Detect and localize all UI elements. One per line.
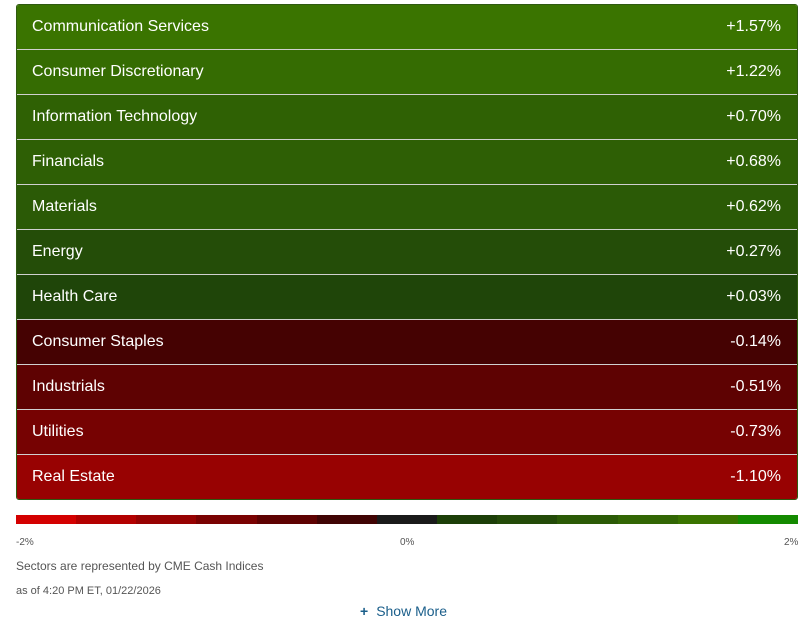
sector-name: Consumer Staples — [32, 333, 164, 350]
scale-mid-label: 0% — [400, 537, 415, 548]
scale-segment — [196, 515, 257, 524]
sector-name: Financials — [32, 153, 105, 170]
sector-row[interactable]: Communication Services +1.57% — [17, 5, 797, 50]
sector-change: +0.68% — [726, 153, 781, 170]
sector-name: Consumer Discretionary — [32, 63, 204, 80]
sector-change: -0.51% — [730, 378, 781, 395]
show-more-link[interactable]: + Show More — [360, 603, 447, 619]
sector-change: +0.27% — [726, 243, 781, 260]
sector-row[interactable]: Utilities -0.73% — [17, 410, 797, 455]
sector-change: +0.03% — [726, 288, 781, 305]
sector-name: Energy — [32, 243, 83, 260]
scale-segment — [76, 515, 137, 524]
color-scale-bar — [16, 515, 799, 524]
sector-name: Communication Services — [32, 18, 209, 35]
sector-change: +0.70% — [726, 108, 781, 125]
sector-row[interactable]: Consumer Discretionary +1.22% — [17, 50, 797, 95]
plus-icon: + — [360, 603, 369, 619]
scale-min-label: -2% — [16, 537, 34, 548]
scale-segment — [256, 515, 317, 524]
sector-name: Health Care — [32, 288, 118, 305]
scale-segment — [136, 515, 197, 524]
scale-segment — [557, 515, 618, 524]
sector-change: -0.73% — [730, 423, 781, 440]
sector-name: Utilities — [32, 423, 84, 440]
timestamp: as of 4:20 PM ET, 01/22/2026 — [16, 585, 161, 597]
scale-segment — [617, 515, 678, 524]
sector-name: Real Estate — [32, 468, 115, 485]
sector-row[interactable]: Health Care +0.03% — [17, 275, 797, 320]
sector-row[interactable]: Consumer Staples -0.14% — [17, 320, 797, 365]
sector-change: -0.14% — [730, 333, 781, 350]
sector-change: +1.22% — [726, 63, 781, 80]
sector-row[interactable]: Industrials -0.51% — [17, 365, 797, 410]
scale-segment — [16, 515, 77, 524]
sector-row[interactable]: Materials +0.62% — [17, 185, 797, 230]
sector-change: +1.57% — [726, 18, 781, 35]
sector-row[interactable]: Energy +0.27% — [17, 230, 797, 275]
sector-row[interactable]: Real Estate -1.10% — [17, 455, 797, 499]
scale-segment — [376, 515, 438, 524]
scale-max-label: 2% — [784, 537, 799, 548]
scale-segment — [437, 515, 498, 524]
scale-segment — [737, 515, 799, 524]
sector-name: Industrials — [32, 378, 105, 395]
scale-segment — [677, 515, 738, 524]
sector-change: -1.10% — [730, 468, 781, 485]
sector-name: Information Technology — [32, 108, 198, 125]
scale-segment — [497, 515, 558, 524]
indices-note: Sectors are represented by CME Cash Indi… — [16, 559, 264, 573]
sector-row[interactable]: Information Technology +0.70% — [17, 95, 797, 140]
sector-name: Materials — [32, 198, 97, 215]
sector-heatmap: Communication Services +1.57% Consumer Dis… — [16, 4, 798, 500]
sector-row[interactable]: Financials +0.68% — [17, 140, 797, 185]
show-more-label: Show More — [376, 603, 447, 619]
scale-segment — [316, 515, 377, 524]
sector-change: +0.62% — [726, 198, 781, 215]
